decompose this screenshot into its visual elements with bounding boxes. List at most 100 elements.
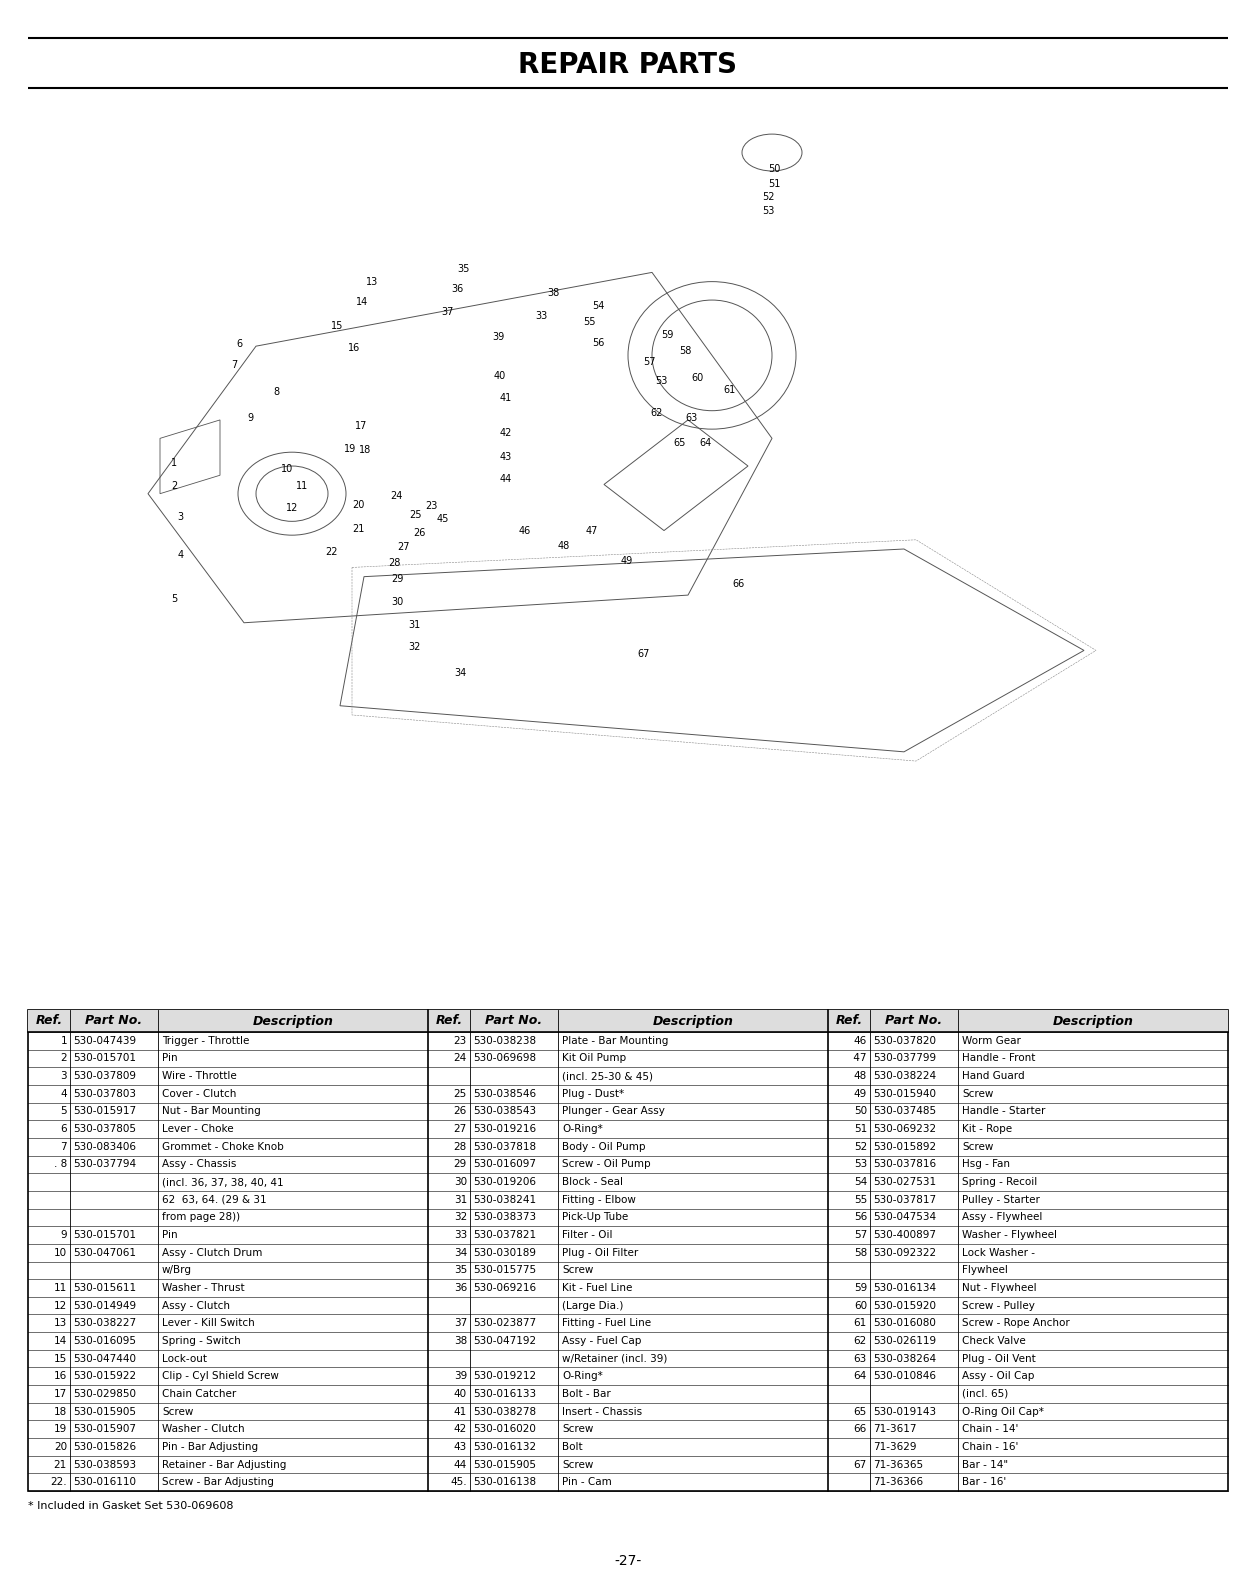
Text: 530-015892: 530-015892 xyxy=(873,1141,936,1152)
Text: O-Ring Oil Cap*: O-Ring Oil Cap* xyxy=(962,1406,1044,1417)
Text: 530-047061: 530-047061 xyxy=(73,1248,136,1258)
Text: 31: 31 xyxy=(408,619,421,629)
Text: Chain Catcher: Chain Catcher xyxy=(162,1389,236,1400)
Text: Washer - Flywheel: Washer - Flywheel xyxy=(962,1231,1058,1240)
Text: 530-083406: 530-083406 xyxy=(73,1141,136,1152)
Text: 4: 4 xyxy=(60,1088,67,1098)
Text: 3: 3 xyxy=(177,512,183,522)
Text: 59: 59 xyxy=(662,330,673,340)
Text: 7: 7 xyxy=(231,359,237,370)
Text: 530-038546: 530-038546 xyxy=(474,1088,536,1098)
Text: 530-037820: 530-037820 xyxy=(873,1036,936,1045)
Text: 530-030189: 530-030189 xyxy=(474,1248,536,1258)
Text: Retainer - Bar Adjusting: Retainer - Bar Adjusting xyxy=(162,1459,286,1470)
Text: Plug - Oil Filter: Plug - Oil Filter xyxy=(561,1248,638,1258)
Text: 23: 23 xyxy=(425,501,437,511)
Text: 51: 51 xyxy=(854,1124,867,1135)
Text: Assy - Chassis: Assy - Chassis xyxy=(162,1159,236,1170)
Text: 530-038238: 530-038238 xyxy=(474,1036,536,1045)
Text: 30: 30 xyxy=(392,597,403,606)
Text: 33: 33 xyxy=(535,311,548,321)
Text: 34: 34 xyxy=(453,1248,467,1258)
Text: Flywheel: Flywheel xyxy=(962,1266,1007,1275)
Text: 61: 61 xyxy=(723,385,736,396)
Text: 16: 16 xyxy=(348,343,360,353)
Text: 9: 9 xyxy=(247,413,252,423)
Text: 2: 2 xyxy=(171,482,177,492)
Text: 530-019206: 530-019206 xyxy=(474,1178,536,1187)
Text: 10: 10 xyxy=(281,464,294,474)
Text: Lock Washer -: Lock Washer - xyxy=(962,1248,1035,1258)
Text: 530-069232: 530-069232 xyxy=(873,1124,936,1135)
Text: 24: 24 xyxy=(453,1053,467,1063)
Text: Washer - Clutch: Washer - Clutch xyxy=(162,1424,245,1435)
Text: Bolt: Bolt xyxy=(561,1441,583,1452)
Text: Lever - Choke: Lever - Choke xyxy=(162,1124,234,1135)
Text: Wire - Throttle: Wire - Throttle xyxy=(162,1071,236,1080)
Text: Bar - 16': Bar - 16' xyxy=(962,1478,1006,1487)
Text: Chain - 14': Chain - 14' xyxy=(962,1424,1019,1435)
Text: 3: 3 xyxy=(60,1071,67,1080)
Text: 530-047439: 530-047439 xyxy=(73,1036,136,1045)
Text: 53: 53 xyxy=(854,1159,867,1170)
Text: Nut - Flywheel: Nut - Flywheel xyxy=(962,1283,1036,1293)
Text: 530-029850: 530-029850 xyxy=(73,1389,136,1400)
Text: 9: 9 xyxy=(60,1231,67,1240)
Text: Check Valve: Check Valve xyxy=(962,1336,1026,1345)
Text: 25: 25 xyxy=(409,509,422,520)
Text: 33: 33 xyxy=(453,1231,467,1240)
Text: 36: 36 xyxy=(453,1283,467,1293)
Text: Screw: Screw xyxy=(561,1266,593,1275)
Text: 60: 60 xyxy=(692,373,703,383)
Text: 530-037799: 530-037799 xyxy=(873,1053,936,1063)
Text: 43: 43 xyxy=(453,1441,467,1452)
Text: Ref.: Ref. xyxy=(35,1015,63,1028)
Text: 530-010846: 530-010846 xyxy=(873,1371,936,1381)
Text: 28: 28 xyxy=(453,1141,467,1152)
Text: (incl. 65): (incl. 65) xyxy=(962,1389,1009,1400)
Text: 56: 56 xyxy=(854,1213,867,1223)
Text: 11: 11 xyxy=(54,1283,67,1293)
Text: 530-026119: 530-026119 xyxy=(873,1336,936,1345)
Text: Assy - Flywheel: Assy - Flywheel xyxy=(962,1213,1042,1223)
Text: Worm Gear: Worm Gear xyxy=(962,1036,1021,1045)
Text: 35: 35 xyxy=(457,263,470,273)
Text: 530-069698: 530-069698 xyxy=(474,1053,536,1063)
Text: Screw - Oil Pump: Screw - Oil Pump xyxy=(561,1159,651,1170)
Text: 530-015701: 530-015701 xyxy=(73,1231,136,1240)
Text: 60: 60 xyxy=(854,1301,867,1310)
Text: 13: 13 xyxy=(54,1318,67,1328)
Text: 29: 29 xyxy=(392,575,403,584)
Text: 24: 24 xyxy=(391,490,403,501)
Text: (Large Dia.): (Large Dia.) xyxy=(561,1301,623,1310)
Text: 20: 20 xyxy=(352,500,364,509)
Text: Screw: Screw xyxy=(561,1459,593,1470)
Text: Fitting - Elbow: Fitting - Elbow xyxy=(561,1195,636,1205)
Text: 37: 37 xyxy=(442,306,455,318)
Text: 530-038241: 530-038241 xyxy=(474,1195,536,1205)
Text: Body - Oil Pump: Body - Oil Pump xyxy=(561,1141,646,1152)
Text: 11: 11 xyxy=(295,482,308,492)
Text: Handle - Front: Handle - Front xyxy=(962,1053,1035,1063)
Text: (incl. 25-30 & 45): (incl. 25-30 & 45) xyxy=(561,1071,653,1080)
Text: 530-027531: 530-027531 xyxy=(873,1178,936,1187)
Text: Part No.: Part No. xyxy=(485,1015,543,1028)
Text: 40: 40 xyxy=(453,1389,467,1400)
Text: Assy - Oil Cap: Assy - Oil Cap xyxy=(962,1371,1035,1381)
Text: 530-037809: 530-037809 xyxy=(73,1071,136,1080)
Text: Assy - Clutch: Assy - Clutch xyxy=(162,1301,230,1310)
Text: 14: 14 xyxy=(355,297,368,306)
Text: Bar - 14": Bar - 14" xyxy=(962,1459,1009,1470)
Text: 530-038593: 530-038593 xyxy=(73,1459,136,1470)
Text: Pin - Cam: Pin - Cam xyxy=(561,1478,612,1487)
Text: 15: 15 xyxy=(332,321,344,330)
Text: 25: 25 xyxy=(453,1088,467,1098)
Text: 530-037803: 530-037803 xyxy=(73,1088,136,1098)
Text: 65: 65 xyxy=(673,437,686,448)
Text: from page 28)): from page 28)) xyxy=(162,1213,240,1223)
Text: 62: 62 xyxy=(854,1336,867,1345)
Text: 43: 43 xyxy=(500,452,511,461)
Text: 52: 52 xyxy=(854,1141,867,1152)
Text: Insert - Chassis: Insert - Chassis xyxy=(561,1406,642,1417)
Text: 16: 16 xyxy=(54,1371,67,1381)
